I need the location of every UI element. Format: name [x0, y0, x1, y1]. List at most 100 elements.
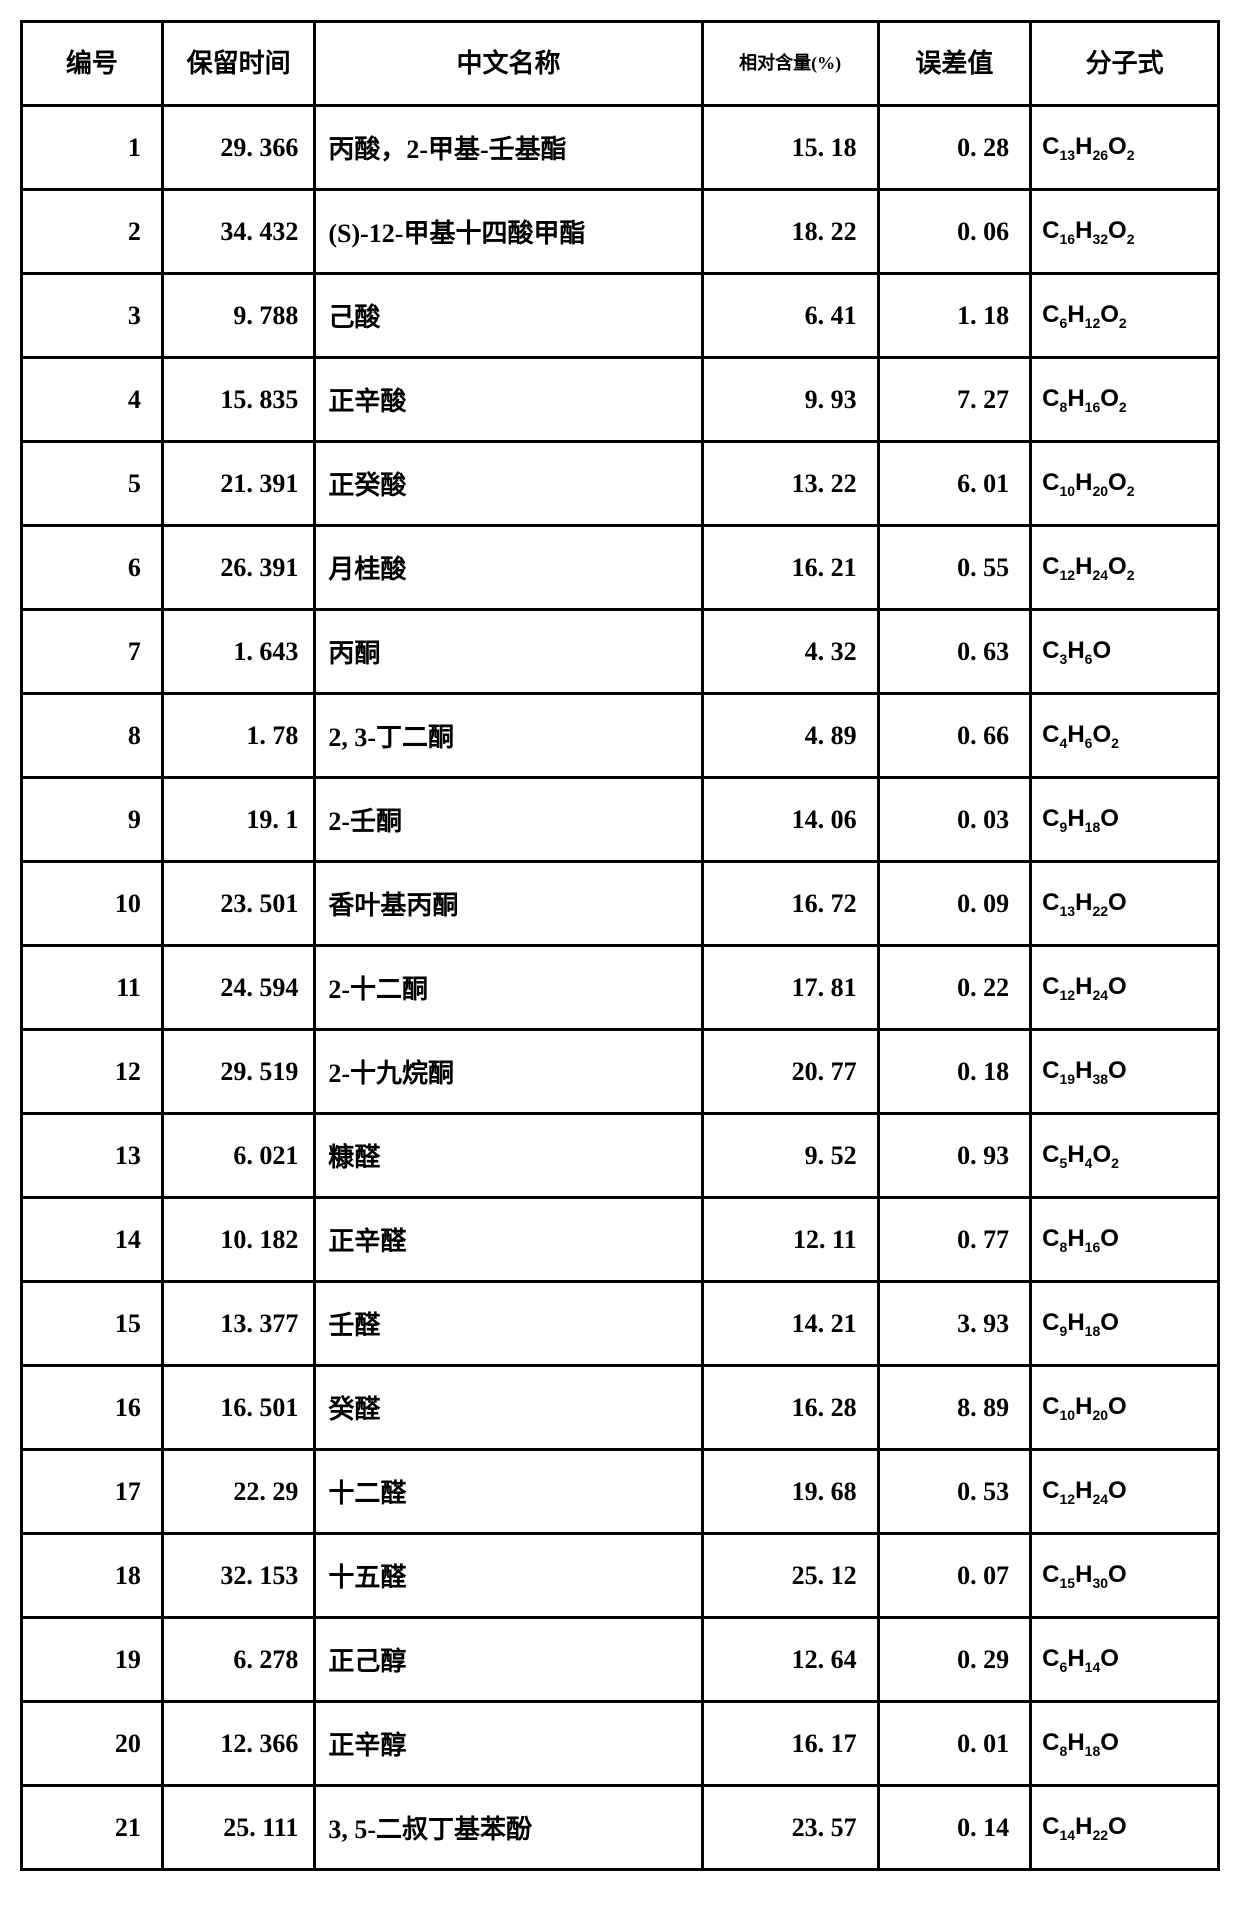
- cell-name: 2-十九烷酮: [315, 1030, 702, 1114]
- cell-name: 丙酸，2-甲基-壬基酯: [315, 106, 702, 190]
- cell-name: 正辛酸: [315, 358, 702, 442]
- cell-formula: C12H24O: [1031, 946, 1219, 1030]
- header-error: 误差值: [878, 22, 1031, 106]
- cell-error: 0. 93: [878, 1114, 1031, 1198]
- cell-name: 糠醛: [315, 1114, 702, 1198]
- cell-percent: 6. 41: [702, 274, 878, 358]
- cell-error: 0. 66: [878, 694, 1031, 778]
- cell-percent: 17. 81: [702, 946, 878, 1030]
- table-row: 2012. 366正辛醇16. 170. 01C8H18O: [22, 1702, 1219, 1786]
- cell-time: 23. 501: [162, 862, 315, 946]
- cell-time: 29. 519: [162, 1030, 315, 1114]
- cell-percent: 12. 64: [702, 1618, 878, 1702]
- cell-num: 18: [22, 1534, 163, 1618]
- cell-time: 1. 78: [162, 694, 315, 778]
- cell-formula: C4H6O2: [1031, 694, 1219, 778]
- cell-percent: 9. 52: [702, 1114, 878, 1198]
- table-row: 1832. 153十五醛25. 120. 07C15H30O: [22, 1534, 1219, 1618]
- cell-error: 0. 77: [878, 1198, 1031, 1282]
- cell-error: 7. 27: [878, 358, 1031, 442]
- table-row: 919. 12-壬酮14. 060. 03C9H18O: [22, 778, 1219, 862]
- cell-time: 32. 153: [162, 1534, 315, 1618]
- cell-name: 十五醛: [315, 1534, 702, 1618]
- cell-num: 14: [22, 1198, 163, 1282]
- cell-num: 7: [22, 610, 163, 694]
- cell-percent: 14. 21: [702, 1282, 878, 1366]
- cell-time: 29. 366: [162, 106, 315, 190]
- cell-error: 0. 55: [878, 526, 1031, 610]
- cell-name: 壬醛: [315, 1282, 702, 1366]
- cell-percent: 23. 57: [702, 1786, 878, 1870]
- cell-error: 0. 06: [878, 190, 1031, 274]
- cell-percent: 18. 22: [702, 190, 878, 274]
- table-row: 1722. 29十二醛19. 680. 53C12H24O: [22, 1450, 1219, 1534]
- cell-error: 3. 93: [878, 1282, 1031, 1366]
- cell-time: 12. 366: [162, 1702, 315, 1786]
- table-row: 129. 366丙酸，2-甲基-壬基酯15. 180. 28C13H26O2: [22, 106, 1219, 190]
- table-row: 1616. 501癸醛16. 288. 89C10H20O: [22, 1366, 1219, 1450]
- cell-error: 0. 07: [878, 1534, 1031, 1618]
- cell-error: 0. 03: [878, 778, 1031, 862]
- cell-percent: 4. 89: [702, 694, 878, 778]
- cell-time: 6. 278: [162, 1618, 315, 1702]
- cell-time: 34. 432: [162, 190, 315, 274]
- cell-num: 5: [22, 442, 163, 526]
- cell-percent: 13. 22: [702, 442, 878, 526]
- cell-name: 正辛醇: [315, 1702, 702, 1786]
- cell-num: 19: [22, 1618, 163, 1702]
- cell-name: 月桂酸: [315, 526, 702, 610]
- cell-time: 1. 643: [162, 610, 315, 694]
- cell-name: 3, 5-二叔丁基苯酚: [315, 1786, 702, 1870]
- cell-time: 9. 788: [162, 274, 315, 358]
- cell-num: 2: [22, 190, 163, 274]
- cell-num: 3: [22, 274, 163, 358]
- cell-name: 2, 3-丁二酮: [315, 694, 702, 778]
- cell-num: 6: [22, 526, 163, 610]
- cell-percent: 16. 21: [702, 526, 878, 610]
- cell-name: 2-十二酮: [315, 946, 702, 1030]
- cell-name: 正癸酸: [315, 442, 702, 526]
- cell-formula: C6H14O: [1031, 1618, 1219, 1702]
- table-row: 136. 021糠醛9. 520. 93C5H4O2: [22, 1114, 1219, 1198]
- cell-error: 0. 63: [878, 610, 1031, 694]
- cell-name: 癸醛: [315, 1366, 702, 1450]
- cell-percent: 4. 32: [702, 610, 878, 694]
- header-row: 编号 保留时间 中文名称 相对含量(%) 误差值 分子式: [22, 22, 1219, 106]
- cell-percent: 16. 72: [702, 862, 878, 946]
- cell-error: 0. 14: [878, 1786, 1031, 1870]
- table-row: 415. 835正辛酸9. 937. 27C8H16O2: [22, 358, 1219, 442]
- header-num: 编号: [22, 22, 163, 106]
- cell-formula: C9H18O: [1031, 1282, 1219, 1366]
- cell-error: 8. 89: [878, 1366, 1031, 1450]
- cell-name: 正己醇: [315, 1618, 702, 1702]
- cell-name: 香叶基丙酮: [315, 862, 702, 946]
- cell-name: 十二醛: [315, 1450, 702, 1534]
- table-body: 129. 366丙酸，2-甲基-壬基酯15. 180. 28C13H26O223…: [22, 106, 1219, 1870]
- header-name: 中文名称: [315, 22, 702, 106]
- cell-formula: C8H16O: [1031, 1198, 1219, 1282]
- cell-name: 己酸: [315, 274, 702, 358]
- table-row: 1410. 182正辛醛12. 110. 77C8H16O: [22, 1198, 1219, 1282]
- cell-time: 6. 021: [162, 1114, 315, 1198]
- cell-formula: C13H22O: [1031, 862, 1219, 946]
- cell-time: 13. 377: [162, 1282, 315, 1366]
- cell-percent: 16. 28: [702, 1366, 878, 1450]
- cell-time: 22. 29: [162, 1450, 315, 1534]
- cell-formula: C8H16O2: [1031, 358, 1219, 442]
- cell-num: 13: [22, 1114, 163, 1198]
- cell-num: 8: [22, 694, 163, 778]
- cell-formula: C9H18O: [1031, 778, 1219, 862]
- cell-num: 11: [22, 946, 163, 1030]
- cell-formula: C19H38O: [1031, 1030, 1219, 1114]
- table-row: 626. 391月桂酸16. 210. 55C12H24O2: [22, 526, 1219, 610]
- cell-formula: C13H26O2: [1031, 106, 1219, 190]
- cell-error: 0. 18: [878, 1030, 1031, 1114]
- cell-percent: 16. 17: [702, 1702, 878, 1786]
- cell-percent: 20. 77: [702, 1030, 878, 1114]
- table-row: 1513. 377壬醛14. 213. 93C9H18O: [22, 1282, 1219, 1366]
- cell-num: 21: [22, 1786, 163, 1870]
- cell-time: 10. 182: [162, 1198, 315, 1282]
- cell-num: 20: [22, 1702, 163, 1786]
- cell-num: 17: [22, 1450, 163, 1534]
- cell-formula: C3H6O: [1031, 610, 1219, 694]
